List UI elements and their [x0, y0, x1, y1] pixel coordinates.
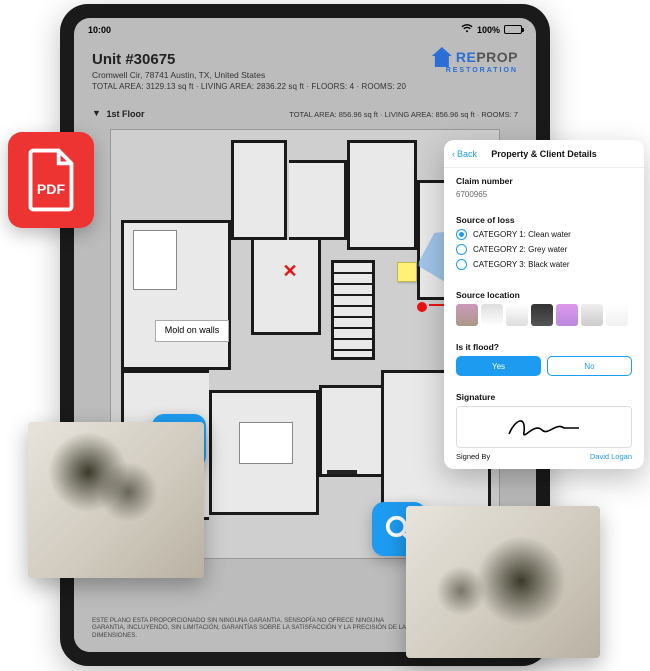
pdf-export-button[interactable]: PDF	[8, 132, 94, 228]
battery-icon	[504, 25, 522, 34]
signer-name: David Logan	[590, 452, 632, 461]
area-meta: TOTAL AREA: 3129.13 sq ft · LIVING AREA:…	[92, 82, 518, 91]
furniture-icon	[327, 470, 357, 474]
pdf-icon: PDF	[25, 148, 77, 212]
signature-icon	[504, 412, 584, 442]
location-label: Source location	[456, 290, 632, 300]
category-2-radio[interactable]: CATEGORY 2: Grey water	[456, 244, 632, 255]
thumbnail[interactable]	[481, 304, 503, 326]
claim-label: Claim number	[456, 176, 632, 186]
category-1-radio[interactable]: CATEGORY 1: Clean water	[456, 229, 632, 240]
claim-section: Claim number 6700965	[444, 168, 644, 207]
signed-by-label: Signed By	[456, 452, 490, 461]
location-section: Source location	[444, 282, 644, 334]
radio-icon	[456, 259, 467, 270]
modal-header: ‹ Back Property & Client Details	[444, 140, 644, 168]
room	[347, 140, 417, 250]
room	[231, 140, 287, 240]
signature-pad[interactable]	[456, 406, 632, 448]
source-section: Source of loss CATEGORY 1: Clean water C…	[444, 207, 644, 282]
status-bar: 10:00 100%	[74, 18, 536, 41]
radio-icon	[456, 229, 467, 240]
back-label: Back	[457, 149, 477, 159]
chevron-left-icon: ‹	[452, 149, 455, 159]
x-marker-icon: ✕	[281, 262, 299, 280]
stairs-icon	[331, 260, 375, 360]
yes-button[interactable]: Yes	[456, 356, 541, 376]
cat3-label: CATEGORY 3: Black water	[473, 260, 569, 269]
floor-label: 1st Floor	[106, 109, 144, 119]
back-button[interactable]: ‹ Back	[452, 140, 477, 168]
thumbnail[interactable]	[456, 304, 478, 326]
logo-re: RE	[456, 49, 476, 65]
thumbnail[interactable]	[556, 304, 578, 326]
logo-sub: RESTORATION	[446, 67, 518, 74]
mold-photo[interactable]	[28, 422, 204, 578]
sticky-note-icon[interactable]	[397, 262, 417, 282]
no-button[interactable]: No	[547, 356, 632, 376]
bed-icon	[133, 230, 177, 290]
flood-label: Is it flood?	[456, 342, 632, 352]
chevron-down-icon: ▼	[92, 108, 101, 118]
thumbnail[interactable]	[531, 304, 553, 326]
svg-text:PDF: PDF	[37, 181, 66, 197]
pin-icon	[417, 302, 427, 312]
radio-icon	[456, 244, 467, 255]
mold-image	[406, 506, 600, 658]
source-label: Source of loss	[456, 215, 632, 225]
claim-value[interactable]: 6700965	[456, 190, 632, 199]
thumbnail[interactable]	[606, 304, 628, 326]
status-time: 10:00	[88, 25, 111, 35]
floor-header[interactable]: ▼ 1st Floor TOTAL AREA: 856.96 sq ft · L…	[92, 109, 518, 119]
cat2-label: CATEGORY 2: Grey water	[473, 245, 567, 254]
mold-image	[28, 422, 204, 578]
photo-thumbnails	[456, 304, 632, 326]
category-3-radio[interactable]: CATEGORY 3: Black water	[456, 259, 632, 270]
mold-photo[interactable]	[406, 506, 600, 658]
house-icon	[432, 47, 452, 67]
room	[289, 160, 347, 240]
disclaimer: ESTE PLANO ESTA PROPORCIONADO SIN NINGUN…	[92, 617, 416, 639]
brand-logo: REPROP	[432, 47, 518, 67]
bed-icon	[239, 422, 293, 464]
wifi-icon	[461, 24, 473, 35]
signature-section: Signature Signed By David Logan	[444, 384, 644, 469]
flood-toggle: Yes No	[456, 356, 632, 376]
details-modal: ‹ Back Property & Client Details Claim n…	[444, 140, 644, 469]
signature-label: Signature	[456, 392, 632, 402]
room	[251, 240, 321, 335]
thumbnail[interactable]	[581, 304, 603, 326]
floor-meta: TOTAL AREA: 856.96 sq ft · LIVING AREA: …	[289, 110, 518, 119]
signed-by-row: Signed By David Logan	[456, 452, 632, 461]
battery-pct: 100%	[477, 25, 500, 35]
status-right: 100%	[461, 24, 522, 35]
flood-section: Is it flood? Yes No	[444, 334, 644, 384]
logo-prop: PROP	[476, 49, 518, 65]
mold-annotation[interactable]: Mold on walls	[155, 320, 229, 342]
modal-title: Property & Client Details	[491, 149, 597, 159]
thumbnail[interactable]	[506, 304, 528, 326]
cat1-label: CATEGORY 1: Clean water	[473, 230, 571, 239]
